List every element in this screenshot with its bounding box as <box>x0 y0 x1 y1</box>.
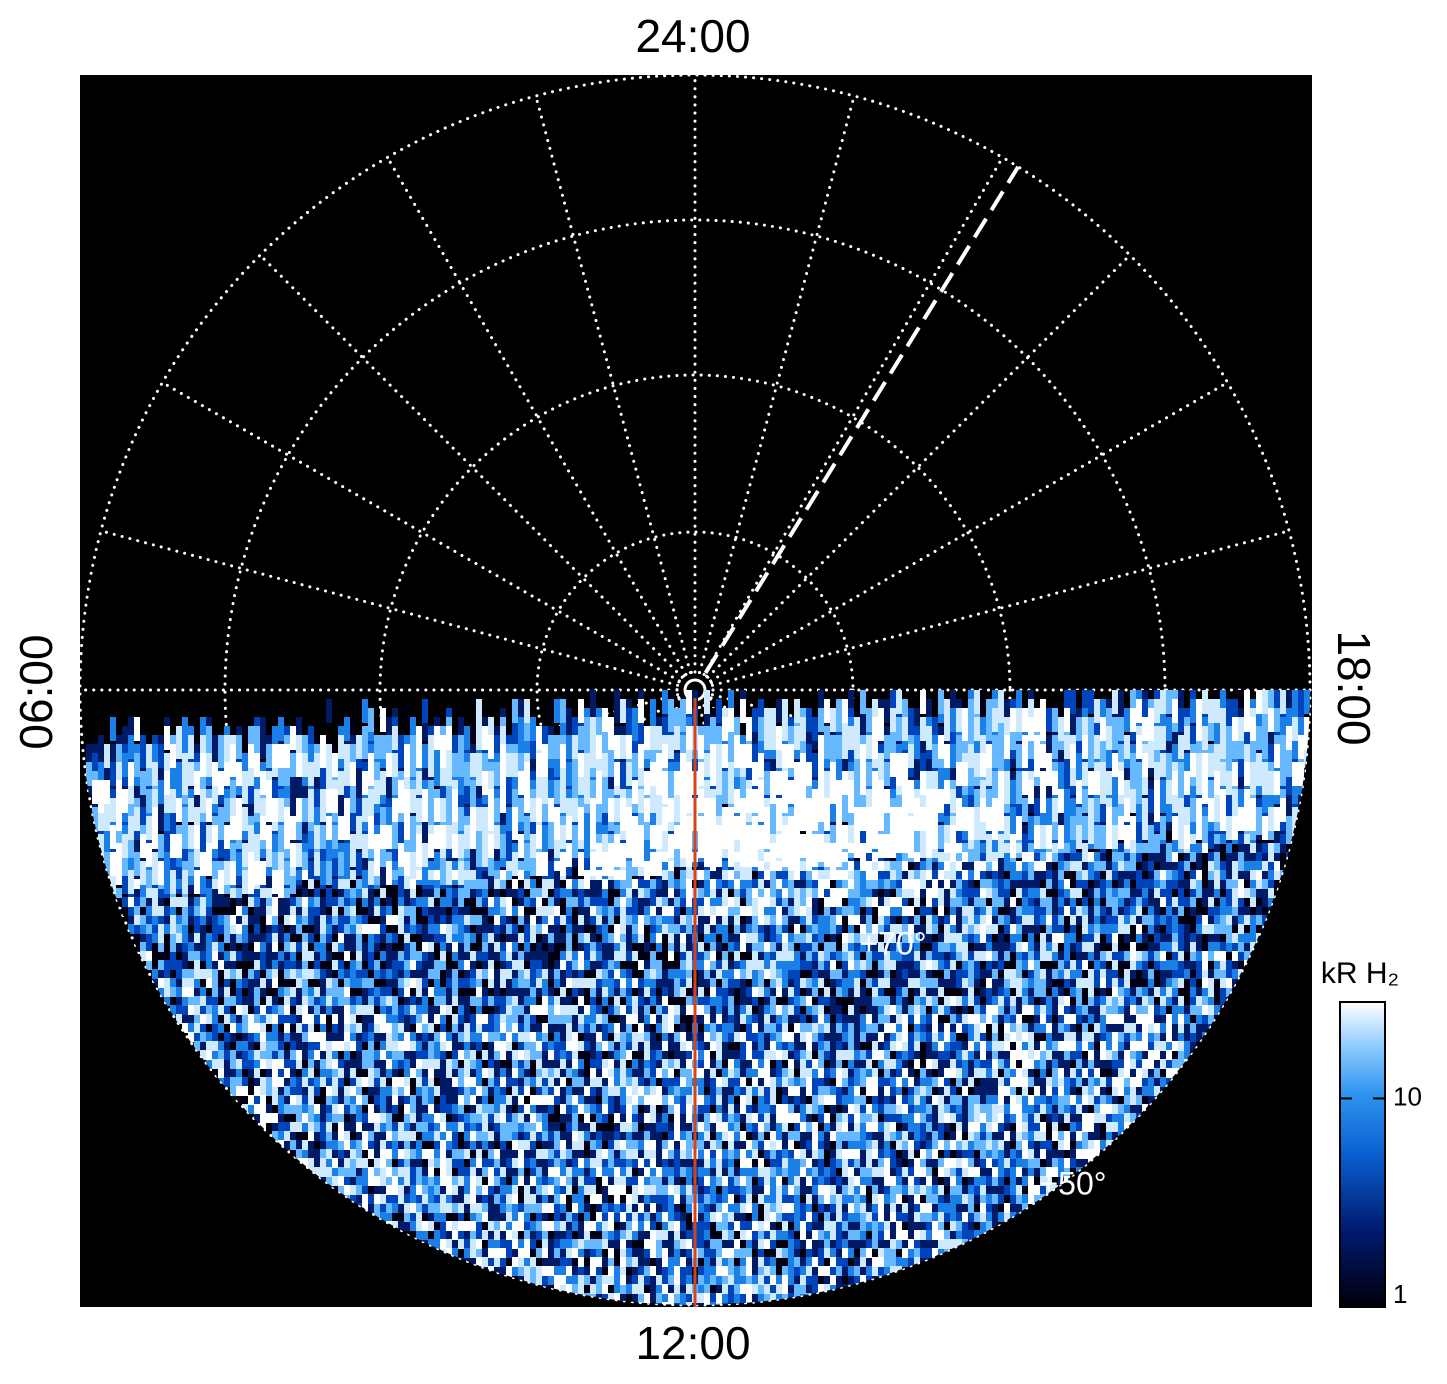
emission-cells <box>86 690 1310 1305</box>
meridian <box>709 381 1230 683</box>
emission-cell-group <box>98 690 1310 1305</box>
latitude-label: +70° <box>859 925 926 961</box>
latitude-label: +50° <box>1039 1165 1106 1201</box>
meridian <box>698 94 856 675</box>
emission-cell-group <box>92 690 1310 1305</box>
colorbar-tick-label: 1 <box>1393 1279 1407 1309</box>
meridian <box>710 529 1291 687</box>
local-time-label: 24:00 <box>635 10 750 62</box>
emission-map <box>86 690 1310 1305</box>
overlay <box>693 165 1020 1307</box>
meridian <box>386 155 688 676</box>
colorbar-ticks: 1 10 <box>1340 1081 1422 1309</box>
meridian <box>534 94 692 675</box>
meridian <box>99 529 680 687</box>
meridian <box>706 253 1132 679</box>
dashed-meridian <box>703 165 1020 675</box>
local-time-label: 12:00 <box>635 1317 750 1369</box>
colorbar-label: kR H₂ <box>1321 957 1399 990</box>
meridian <box>258 253 684 679</box>
meridian <box>702 155 1004 676</box>
meridian <box>160 381 681 683</box>
local-time-label: 06:00 <box>10 634 62 749</box>
colorbar <box>1339 1001 1386 1308</box>
colorbar-tick-label: 10 <box>1393 1081 1422 1111</box>
local-time-label: 18:00 <box>1328 630 1380 745</box>
